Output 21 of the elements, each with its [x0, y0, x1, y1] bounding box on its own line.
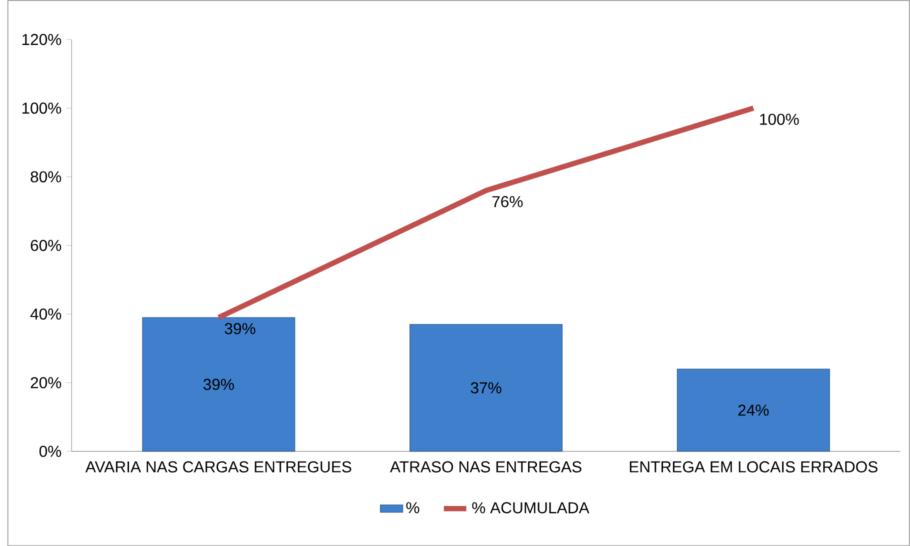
- x-tick-label: ATRASO NAS ENTREGAS: [390, 461, 582, 472]
- bar: [142, 317, 296, 452]
- x-tick-label: ENTREGA EM LOCAIS ERRADOS: [630, 461, 878, 472]
- x-tick-label: AVARIA NAS CARGAS ENTREGUES: [85, 461, 352, 472]
- data-label: 24%: [738, 404, 769, 416]
- y-tick-label: 20%: [30, 376, 62, 388]
- y-tick-label: 0%: [39, 446, 62, 457]
- bar: [410, 324, 563, 452]
- y-tick-label: 60%: [30, 240, 62, 251]
- y-tick-label: 100%: [22, 102, 62, 114]
- data-label: 76%: [492, 196, 523, 208]
- bar: [676, 368, 830, 452]
- legend-label: %: [406, 502, 420, 514]
- y-tick-label: 120%: [22, 34, 62, 45]
- y-tick-label: 40%: [30, 308, 62, 320]
- data-label: 39%: [224, 322, 256, 334]
- legend-label: % ACUMULADA: [472, 502, 590, 514]
- data-label: 100%: [760, 114, 799, 125]
- data-label: 39%: [203, 378, 234, 390]
- y-tick-label: 80%: [30, 171, 62, 182]
- data-label: 37%: [470, 382, 502, 394]
